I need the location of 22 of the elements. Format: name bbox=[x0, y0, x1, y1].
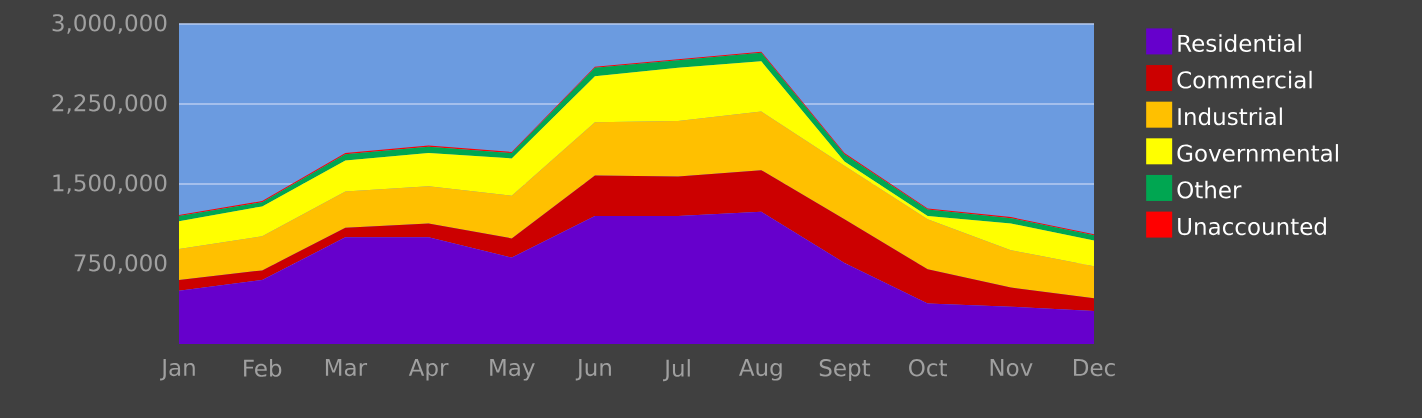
legend-label: Commercial bbox=[1177, 70, 1312, 89]
legend-label: Residential bbox=[1178, 34, 1301, 52]
x-tick-label: Oct bbox=[909, 359, 947, 377]
y-tick-label: 750,000 bbox=[74, 254, 167, 274]
x-tick-label: Aug bbox=[739, 359, 782, 381]
x-tick-label: Jul bbox=[663, 359, 690, 382]
y-tick-label: 2,250,000 bbox=[52, 94, 167, 114]
x-tick-label: Jan bbox=[160, 359, 195, 381]
y-tick-label: 3,000,000 bbox=[52, 14, 167, 34]
x-tick-label: Feb bbox=[244, 359, 282, 377]
legend-label: Other bbox=[1177, 180, 1242, 199]
x-tick-label: Dec bbox=[1074, 359, 1115, 377]
x-tick-label: Jun bbox=[575, 359, 611, 381]
x-tick-label: Mar bbox=[325, 359, 368, 377]
x-tick-label: May bbox=[490, 359, 535, 381]
legend-label: Industrial bbox=[1178, 107, 1282, 126]
legend-label: Governmental bbox=[1177, 144, 1338, 162]
x-tick-label: Apr bbox=[408, 359, 449, 381]
legend-label: Unaccounted bbox=[1178, 217, 1326, 236]
x-tick-label: Sept bbox=[819, 359, 871, 381]
y-tick-label: 1,500,000 bbox=[53, 174, 167, 194]
x-tick-label: Nov bbox=[990, 359, 1033, 377]
